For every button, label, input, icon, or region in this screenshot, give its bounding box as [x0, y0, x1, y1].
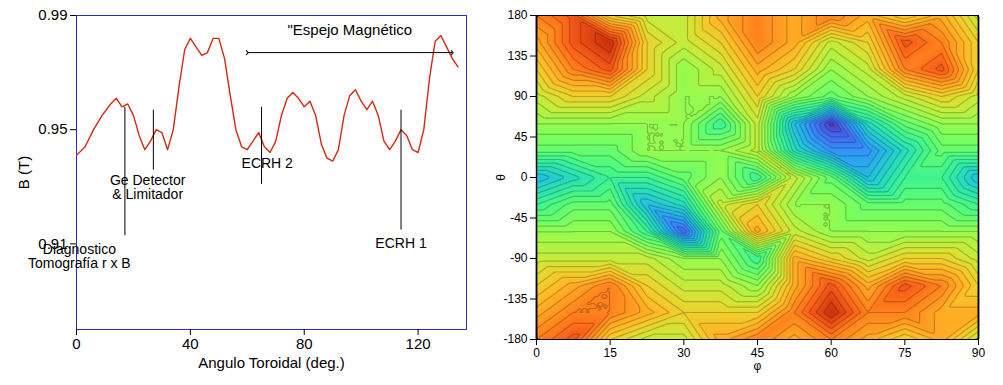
svg-text:45: 45: [750, 346, 765, 360]
svg-text:φ: φ: [754, 359, 762, 373]
svg-text:80: 80: [296, 335, 313, 352]
svg-text:180: 180: [507, 8, 527, 22]
svg-text:75: 75: [898, 346, 912, 360]
svg-text:ECRH 1: ECRH 1: [375, 235, 427, 251]
svg-text:Angulo Toroidal (deg.): Angulo Toroidal (deg.): [198, 354, 344, 371]
svg-text:"Espejo Magnético: "Espejo Magnético: [287, 21, 412, 38]
svg-text:-135: -135: [503, 292, 527, 306]
svg-text:-45: -45: [510, 211, 528, 225]
svg-text:60: 60: [824, 346, 838, 360]
svg-text:0: 0: [533, 346, 540, 360]
svg-text:-90: -90: [510, 251, 528, 265]
svg-text:0.95: 0.95: [38, 120, 67, 137]
svg-text:30: 30: [677, 346, 691, 360]
svg-text:90: 90: [514, 89, 528, 103]
svg-text:45: 45: [514, 130, 528, 144]
svg-text:B (T): B (T): [15, 156, 32, 189]
svg-text:90: 90: [972, 346, 986, 360]
svg-text:θ: θ: [494, 174, 508, 181]
svg-text:DiagnosticoTomografía r x B: DiagnosticoTomografía r x B: [28, 241, 131, 271]
svg-text:15: 15: [603, 346, 617, 360]
svg-text:0.99: 0.99: [38, 6, 67, 23]
svg-text:-180: -180: [503, 332, 527, 346]
svg-text:120: 120: [406, 335, 431, 352]
svg-text:40: 40: [182, 335, 199, 352]
svg-text:ECRH 2: ECRH 2: [242, 155, 294, 171]
svg-text:0: 0: [72, 335, 80, 352]
svg-text:135: 135: [507, 49, 527, 63]
svg-text:Ge Detector& Limitador: Ge Detector& Limitador: [110, 172, 186, 202]
svg-text:0: 0: [521, 170, 528, 184]
